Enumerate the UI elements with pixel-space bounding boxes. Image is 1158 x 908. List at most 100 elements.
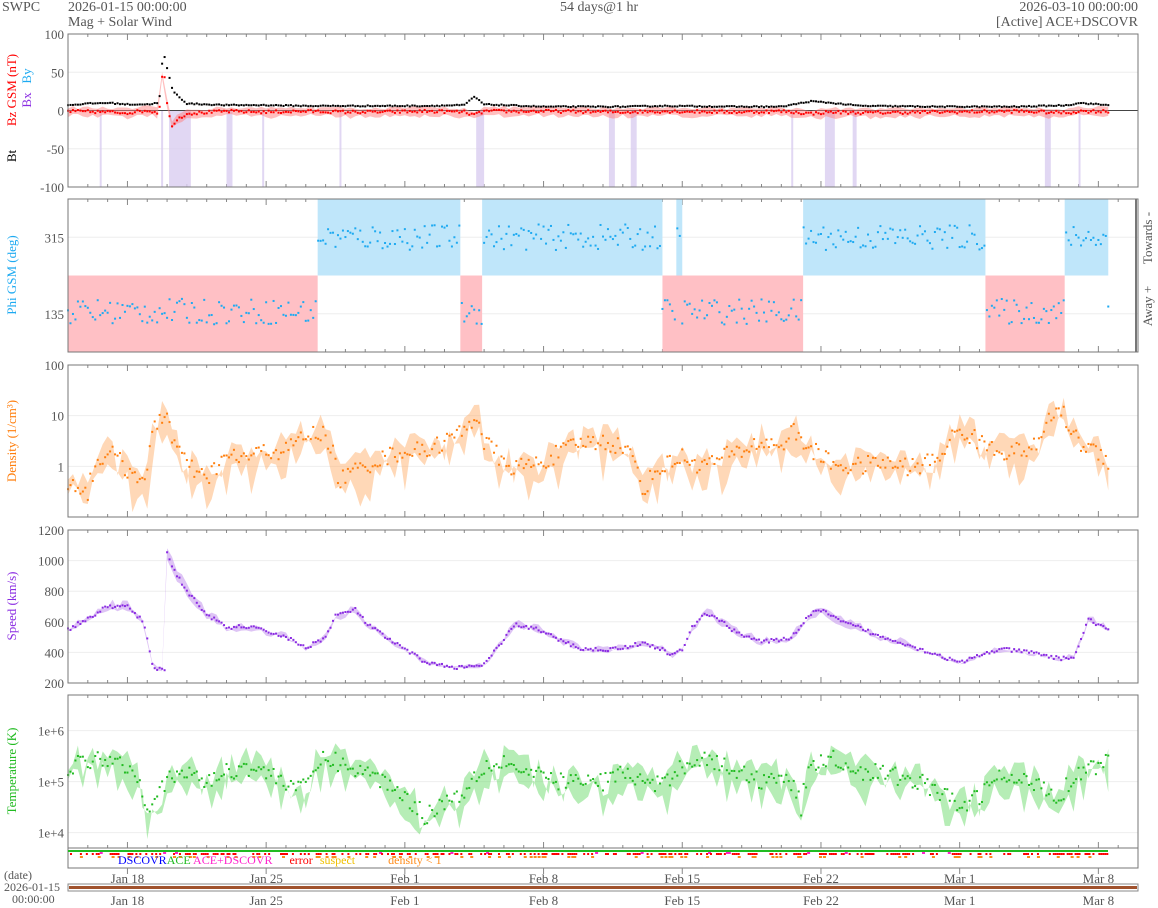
temperature-point <box>626 767 629 770</box>
source-error-mark <box>347 853 350 855</box>
density-point <box>428 454 431 457</box>
bt-point <box>101 102 104 105</box>
temperature-point <box>1023 772 1026 775</box>
temperature-point <box>215 779 218 782</box>
density-point <box>480 433 483 436</box>
speed-point <box>552 635 555 638</box>
phi-point <box>938 228 941 231</box>
temperature-point <box>636 775 639 778</box>
phi-point <box>84 305 87 308</box>
speed-point <box>1037 652 1040 655</box>
density-point <box>993 453 996 456</box>
bz-point <box>473 113 476 116</box>
bt-point <box>423 104 426 107</box>
speed-point <box>302 644 305 647</box>
bt-point <box>141 103 144 106</box>
phi-point <box>517 234 520 237</box>
temperature-point <box>1104 753 1107 756</box>
away-sector <box>985 275 1065 352</box>
temperature-point <box>346 768 349 771</box>
bt-point <box>111 101 114 104</box>
temperature-point <box>569 774 572 777</box>
bt-point <box>86 102 89 105</box>
source-error-mark <box>591 853 594 855</box>
density-point <box>671 465 674 468</box>
bz-point <box>604 109 607 112</box>
bt-point <box>708 105 711 108</box>
bz-point <box>369 109 372 112</box>
bt-point <box>1099 103 1102 106</box>
bz-point <box>728 111 731 114</box>
source-error-mark <box>719 853 722 855</box>
source-error-mark <box>710 853 712 855</box>
bz-point <box>426 111 429 114</box>
density-point <box>864 470 867 473</box>
density-point <box>594 448 597 451</box>
speed-point <box>686 637 689 640</box>
speed-point <box>203 610 206 613</box>
density-point <box>869 461 872 464</box>
speed-point <box>869 633 872 636</box>
speed-point <box>656 646 659 649</box>
bt-point <box>896 105 899 108</box>
source-density-low-mark <box>282 856 285 858</box>
density-point <box>359 462 362 465</box>
bt-point <box>874 105 877 108</box>
density-point <box>904 457 907 460</box>
density-point <box>460 434 463 437</box>
bt-point <box>185 103 188 106</box>
density-point <box>641 492 644 495</box>
speed-point <box>654 647 657 650</box>
bt-point <box>923 106 926 109</box>
temperature-point <box>993 779 996 782</box>
phi-point <box>654 225 657 228</box>
bz-point <box>990 110 993 113</box>
density-point <box>448 434 451 437</box>
bt-point <box>532 104 535 107</box>
bt-point <box>198 103 201 106</box>
bt-point <box>232 103 235 106</box>
temperature-point <box>406 793 409 796</box>
bz-point <box>710 111 713 114</box>
x-tick-label: Jan 25 <box>249 893 283 908</box>
bt-point <box>993 105 996 108</box>
phi-point <box>1060 312 1063 315</box>
phi-point <box>101 312 104 315</box>
bt-point <box>354 105 357 108</box>
speed-point <box>215 619 218 622</box>
speed-point <box>938 653 941 656</box>
bt-point <box>621 105 624 108</box>
density-point <box>257 446 260 449</box>
bz-point <box>1067 112 1070 115</box>
phi-point <box>971 232 974 235</box>
density-point <box>123 474 126 477</box>
speed-point <box>99 610 102 613</box>
density-point <box>805 447 808 450</box>
bz-point <box>515 110 518 113</box>
source-error-mark <box>1068 853 1071 855</box>
phi-point <box>688 302 691 305</box>
bt-point <box>96 102 99 105</box>
speed-point <box>668 653 671 656</box>
temperature-point <box>136 781 139 784</box>
density-point <box>483 447 486 450</box>
phi-point <box>864 245 867 248</box>
speed-point <box>247 626 250 629</box>
bt-point <box>374 104 377 107</box>
speed-point <box>309 645 312 648</box>
phi-point <box>842 238 845 241</box>
speed-point <box>515 622 518 625</box>
density-point <box>235 458 238 461</box>
speed-point <box>785 638 788 641</box>
temperature-point <box>334 751 337 754</box>
x-tick-label: Feb 8 <box>529 871 558 886</box>
speed-point <box>84 620 87 623</box>
speed-point <box>834 616 837 619</box>
phi-point <box>733 308 736 311</box>
speed-point <box>936 653 939 656</box>
speed-point <box>1089 618 1092 621</box>
phi-point <box>314 300 317 303</box>
source-error-mark <box>541 853 544 855</box>
speed-point <box>933 652 936 655</box>
density-point <box>557 456 560 459</box>
